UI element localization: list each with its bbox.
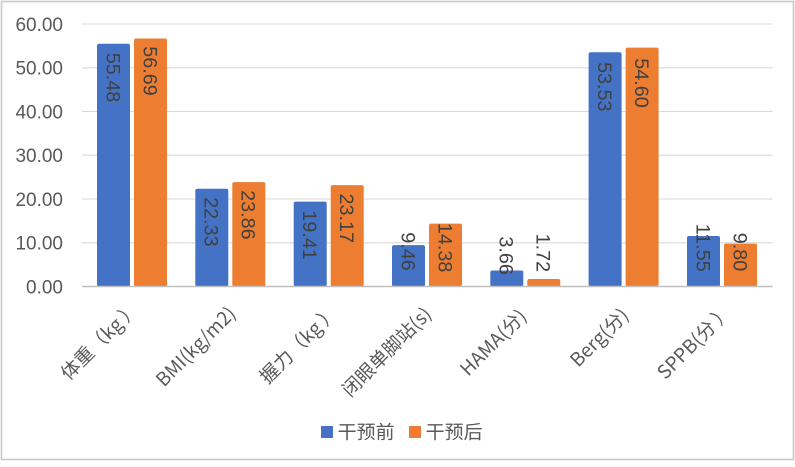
svg-text:60.00: 60.00 bbox=[15, 15, 63, 36]
svg-text:40.00: 40.00 bbox=[15, 102, 63, 123]
svg-text:19.41: 19.41 bbox=[298, 210, 320, 260]
svg-text:9.80: 9.80 bbox=[728, 233, 750, 272]
svg-text:3.66: 3.66 bbox=[495, 236, 517, 275]
svg-text:20.00: 20.00 bbox=[15, 190, 63, 211]
svg-text:23.17: 23.17 bbox=[335, 194, 357, 244]
svg-text:23.86: 23.86 bbox=[237, 190, 259, 240]
svg-text:22.33: 22.33 bbox=[200, 197, 222, 247]
svg-text:50.00: 50.00 bbox=[15, 59, 63, 80]
svg-text:53.53: 53.53 bbox=[593, 62, 615, 112]
svg-text:1.72: 1.72 bbox=[532, 234, 554, 273]
svg-text:14.38: 14.38 bbox=[433, 223, 455, 273]
svg-text:56.69: 56.69 bbox=[138, 46, 160, 96]
svg-text:11.55: 11.55 bbox=[691, 224, 713, 272]
svg-text:55.48: 55.48 bbox=[101, 53, 123, 103]
svg-text:30.00: 30.00 bbox=[15, 146, 63, 167]
svg-text:10.00: 10.00 bbox=[15, 234, 63, 255]
svg-text:9.46: 9.46 bbox=[396, 232, 418, 271]
svg-text:0.00: 0.00 bbox=[26, 277, 63, 298]
svg-text:54.60: 54.60 bbox=[630, 58, 652, 108]
